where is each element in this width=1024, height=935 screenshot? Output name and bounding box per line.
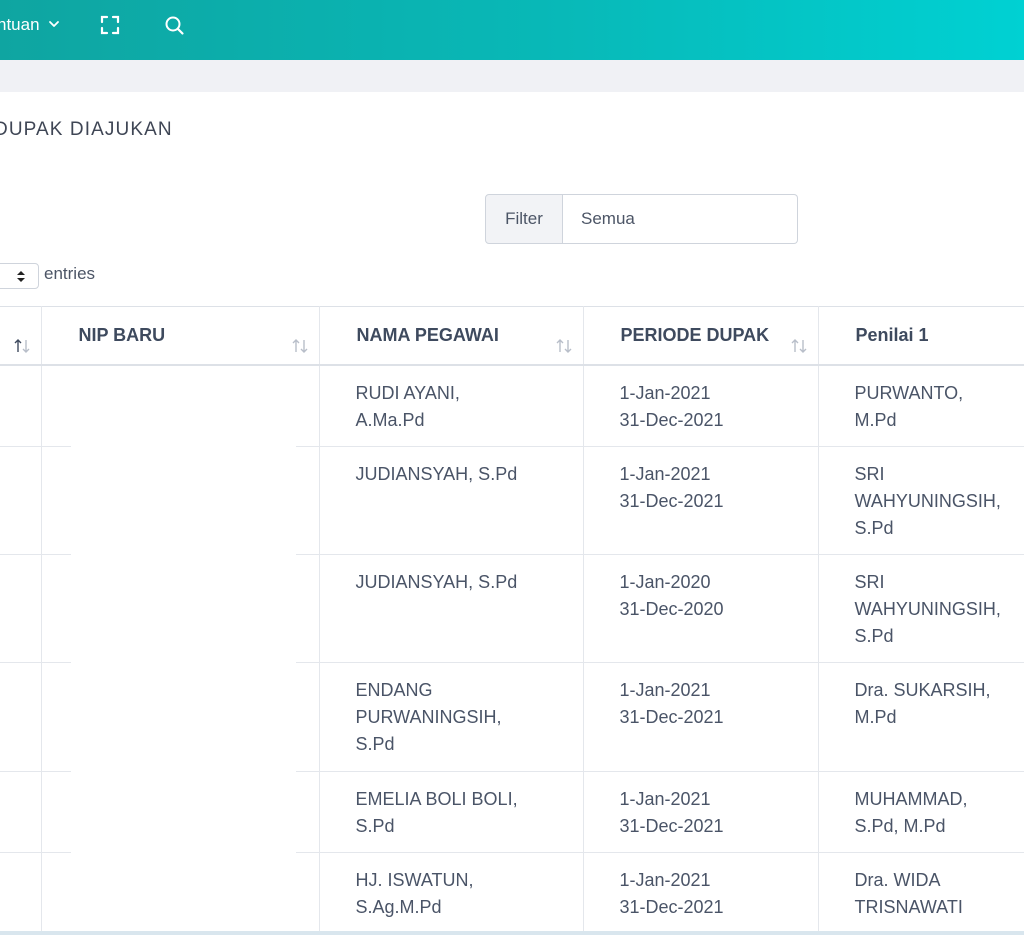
periode-dupak-cell-line: 31-Dec-2020 — [619, 599, 724, 619]
entries-length-select[interactable] — [0, 263, 39, 289]
search-icon[interactable] — [163, 14, 185, 36]
penilai-1-cell: MUHAMMAD, S.Pd, M.Pd — [818, 771, 1024, 853]
nama-pegawai-cell-line: S.Pd — [355, 734, 395, 754]
periode-dupak-cell: 1-Jan-2021 31-Dec-2021 — [583, 364, 819, 447]
nama-pegawai-cell-line: A.Ma.Pd — [355, 409, 425, 430]
penilai-1-cell-line: SRI — [854, 464, 885, 484]
penilai-1-cell: Dra. SUKARSIH, M.Pd — [818, 662, 1024, 772]
column-header-0[interactable] — [0, 306, 42, 366]
penilai-1-cell: SRI WAHYUNINGSIH, S.Pd — [818, 446, 1024, 555]
penilai-1-cell-line: S.Pd, M.Pd — [854, 816, 946, 836]
nama-pegawai-cell-line: S.Pd — [355, 816, 395, 836]
periode-dupak-cell-line: 1-Jan-2021 — [619, 870, 711, 890]
periode-dupak-cell-line: 31-Dec-2021 — [619, 707, 724, 727]
row-cell-0 — [0, 554, 42, 663]
periode-dupak-cell: 1-Jan-2020 31-Dec-2020 — [583, 554, 819, 663]
column-header-nama-pegawai[interactable]: NAMA PEGAWAI — [319, 306, 584, 366]
page-title: DUPAK DIAJUKAN — [0, 119, 173, 140]
periode-dupak-cell-line: 1-Jan-2021 — [619, 464, 711, 484]
sort-asc-icon — [13, 321, 31, 353]
column-header-periode-dupak[interactable]: PERIODE DUPAK — [583, 306, 819, 366]
penilai-1-cell-line: SRI — [854, 572, 885, 592]
penilai-1-cell-line: Dra. WIDA — [854, 870, 941, 890]
penilai-1-cell: PURWANTO, M.Pd — [818, 364, 1024, 447]
filter-group: Filter Semua — [485, 194, 798, 244]
nama-pegawai-cell: JUDIANSYAH, S.Pd — [319, 554, 584, 663]
fullscreen-icon[interactable] — [99, 14, 121, 36]
nama-pegawai-cell-line: HJ. ISWATUN, — [355, 870, 474, 890]
periode-dupak-cell: 1-Jan-2021 31-Dec-2021 — [583, 771, 819, 853]
nama-pegawai-cell-line: EMELIA BOLI BOLI, — [355, 789, 518, 809]
penilai-1-cell-line: M.Pd — [854, 707, 897, 727]
nama-pegawai-cell: JUDIANSYAH, S.Pd — [319, 446, 584, 555]
row-cell-0 — [0, 364, 42, 447]
nama-pegawai-cell-line: JUDIANSYAH, S.Pd — [355, 572, 518, 592]
row-cell-0 — [0, 446, 42, 555]
penilai-1-cell: Dra. WIDA TRISNAWATI — [818, 852, 1024, 931]
entries-label: entries — [44, 264, 96, 283]
sort-icon — [291, 321, 309, 353]
filter-label: Filter — [485, 194, 563, 244]
nama-pegawai-cell: ENDANG PURWANINGSIH, S.Pd — [319, 662, 584, 772]
periode-dupak-cell-line: 31-Dec-2021 — [619, 897, 724, 917]
penilai-1-cell: SRI WAHYUNINGSIH, S.Pd — [818, 554, 1024, 663]
row-cell-0 — [0, 852, 42, 931]
select-arrows-icon — [17, 271, 25, 282]
periode-dupak-cell-line: 1-Jan-2021 — [619, 789, 711, 809]
penilai-1-cell-line: S.Pd — [854, 626, 894, 646]
nama-pegawai-cell-line: RUDI AYANI, — [355, 382, 460, 403]
periode-dupak-cell-line: 31-Dec-2021 — [619, 816, 724, 836]
penilai-1-cell-line: PURWANTO, — [854, 382, 964, 403]
penilai-1-cell-line: WAHYUNINGSIH, — [854, 599, 1001, 619]
row-cell-0 — [0, 771, 42, 853]
periode-dupak-cell-line: 1-Jan-2020 — [619, 572, 711, 592]
nama-pegawai-cell-line: PURWANINGSIH, — [355, 707, 502, 727]
periode-dupak-cell: 1-Jan-2021 31-Dec-2021 — [583, 446, 819, 555]
sort-icon — [790, 321, 808, 353]
nama-pegawai-cell: RUDI AYANI, A.Ma.Pd — [319, 364, 584, 447]
column-header-nip-baru[interactable]: NIP BARU — [41, 306, 320, 366]
menu-bantuan-label: ntuan — [0, 15, 40, 34]
table-header-row: NIP BARU NAMA PEGAWAI PERIODE DUPAK — [0, 306, 1024, 366]
periode-dupak-cell-line: 1-Jan-2021 — [619, 382, 711, 403]
row-cell-0 — [0, 662, 42, 772]
column-header-penilai-1[interactable]: Penilai 1 — [818, 306, 1024, 366]
top-navbar: ntuan — [0, 0, 1024, 60]
sort-icon — [555, 321, 573, 353]
chevron-down-icon — [48, 14, 60, 36]
nama-pegawai-cell-line: ENDANG — [355, 680, 433, 700]
penilai-1-cell-line: Dra. SUKARSIH, — [854, 680, 991, 700]
penilai-1-cell-line: TRISNAWATI — [854, 897, 963, 917]
periode-dupak-cell: 1-Jan-2021 31-Dec-2021 — [583, 852, 819, 931]
nama-pegawai-cell: EMELIA BOLI BOLI, S.Pd — [319, 771, 584, 853]
nama-pegawai-cell-line: S.Ag.M.Pd — [355, 897, 442, 917]
filter-select[interactable]: Semua — [563, 194, 798, 244]
periode-dupak-cell-line: 1-Jan-2021 — [619, 680, 711, 700]
periode-dupak-cell-line: 31-Dec-2021 — [619, 409, 724, 430]
penilai-1-cell-line: WAHYUNINGSIH, — [854, 491, 1001, 511]
horizontal-scrollbar[interactable] — [0, 931, 1024, 935]
penilai-1-cell-line: MUHAMMAD, — [854, 789, 968, 809]
penilai-1-cell-line: M.Pd — [854, 409, 897, 430]
nip-redaction-mask — [71, 377, 296, 933]
periode-dupak-cell: 1-Jan-2021 31-Dec-2021 — [583, 662, 819, 772]
penilai-1-cell-line: S.Pd — [854, 518, 894, 538]
menu-bantuan[interactable]: ntuan — [0, 14, 60, 36]
table-row[interactable]: HJ. ISWATUN, S.Ag.M.Pd 1-Jan-2021 31-Dec-20… — [0, 852, 1024, 931]
nama-pegawai-cell-line: JUDIANSYAH, S.Pd — [355, 464, 518, 484]
periode-dupak-cell-line: 31-Dec-2021 — [619, 491, 724, 511]
nama-pegawai-cell: HJ. ISWATUN, S.Ag.M.Pd — [319, 852, 584, 931]
